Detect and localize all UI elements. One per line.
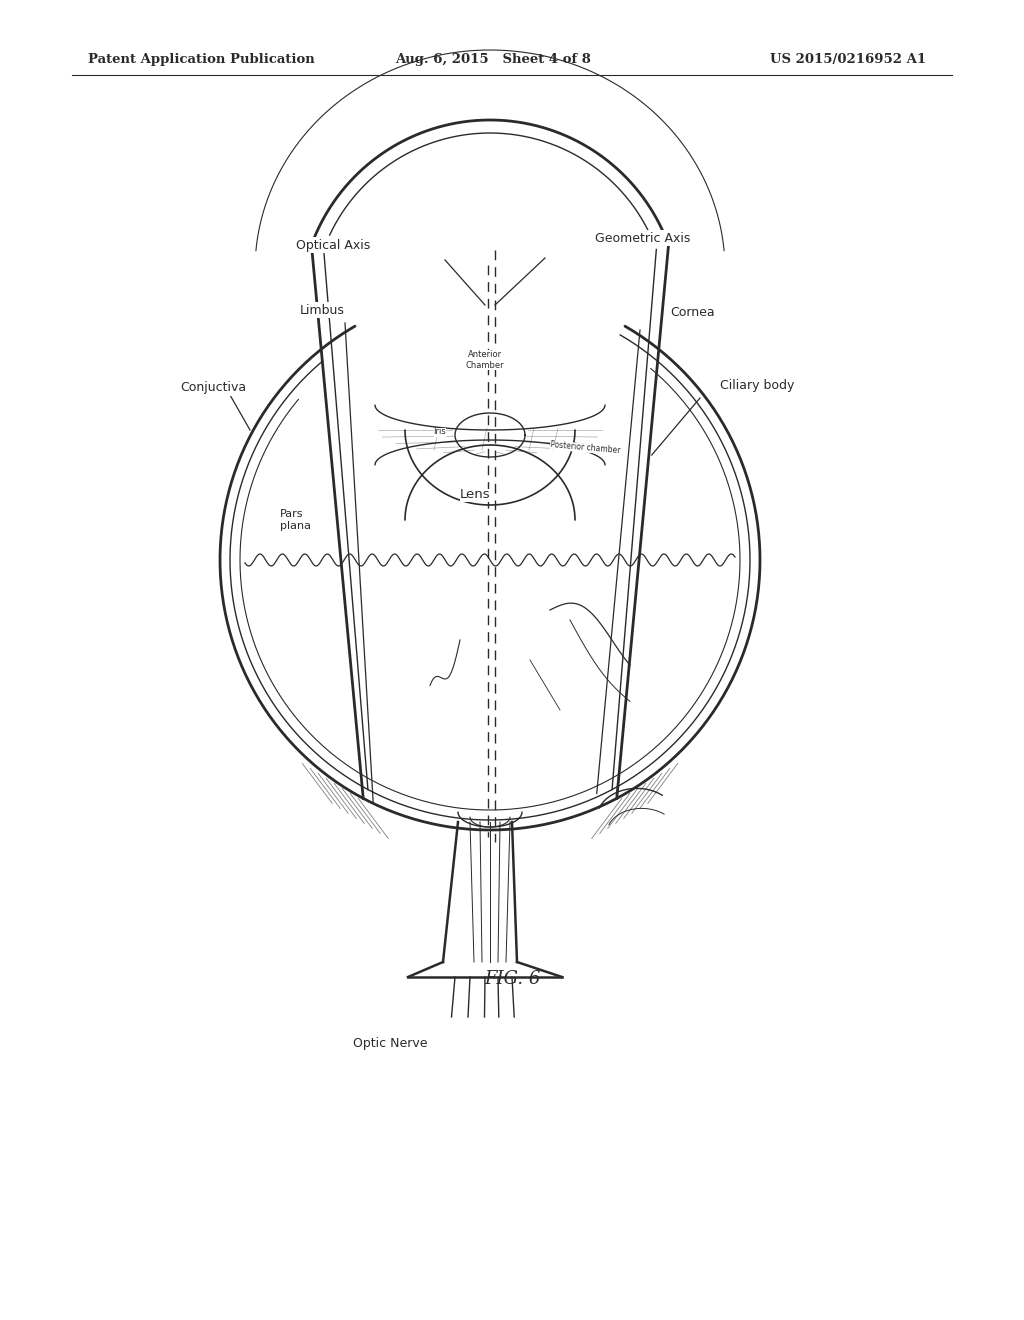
Text: Cornea: Cornea: [670, 305, 715, 318]
Text: Posterior chamber: Posterior chamber: [550, 441, 621, 455]
Text: Iris: Iris: [433, 428, 446, 437]
Text: Optic Nerve: Optic Nerve: [352, 1038, 427, 1049]
Text: Conjuctiva: Conjuctiva: [180, 381, 246, 395]
Text: Geometric Axis: Geometric Axis: [595, 231, 690, 244]
Text: Limbus: Limbus: [300, 304, 345, 317]
Text: Patent Application Publication: Patent Application Publication: [88, 53, 314, 66]
Text: Pars
plana: Pars plana: [280, 510, 311, 531]
Text: Anterior
Chamber: Anterior Chamber: [466, 350, 504, 370]
Text: Aug. 6, 2015   Sheet 4 of 8: Aug. 6, 2015 Sheet 4 of 8: [395, 53, 591, 66]
Text: US 2015/0216952 A1: US 2015/0216952 A1: [770, 53, 926, 66]
Text: FIG. 6: FIG. 6: [483, 970, 541, 987]
Text: Ciliary body: Ciliary body: [720, 379, 795, 392]
Text: Lens: Lens: [460, 488, 490, 502]
Text: Optical Axis: Optical Axis: [296, 239, 370, 252]
